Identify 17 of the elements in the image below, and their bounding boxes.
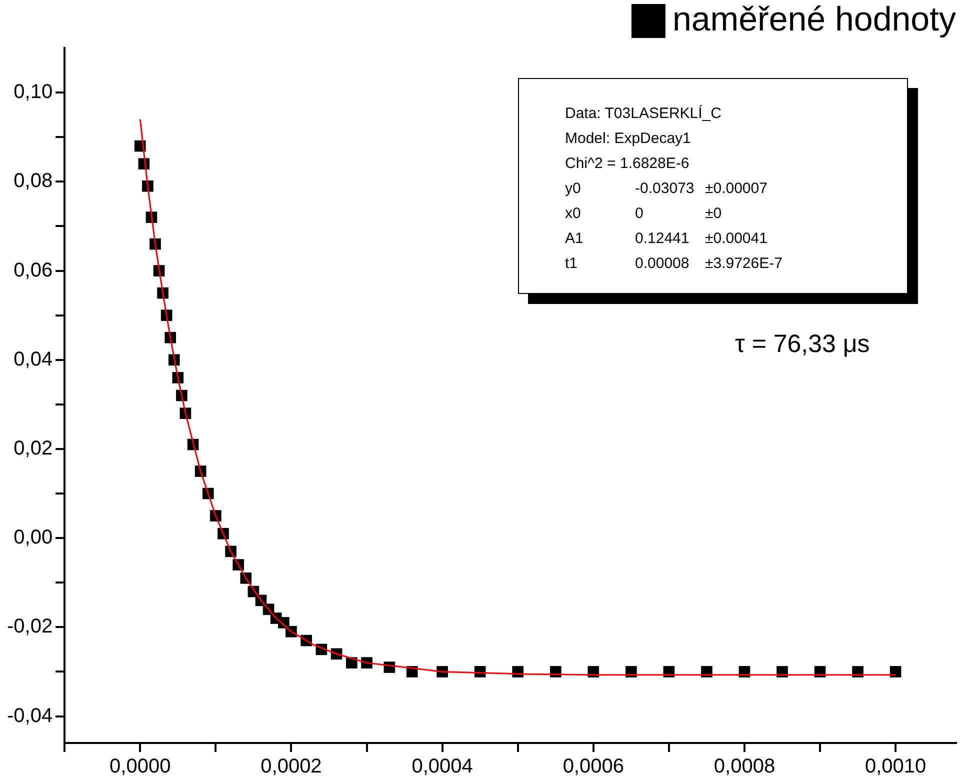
x-tick-label: 0,0006	[562, 756, 624, 778]
y-tick-label: 0,08	[14, 170, 53, 192]
y-tick-label: 0,10	[14, 81, 53, 104]
y-tick-label: 0,06	[14, 259, 53, 282]
x-tick-label: 0,0004	[412, 756, 473, 778]
y-tick-label: 0,02	[14, 437, 53, 460]
x-tick-label: 0,0010	[864, 756, 926, 778]
annotation: τ = 76,33 μs	[735, 330, 870, 359]
point	[890, 666, 902, 678]
x-tick-label: 0,0008	[714, 756, 776, 778]
x-tick-label: 0,0000	[110, 756, 171, 778]
legend-label: naměřené hodnoty	[672, 0, 956, 38]
y-tick-label: 0,00	[14, 526, 53, 549]
x-tick-label: 0,0002	[260, 756, 322, 778]
y-tick-label: -0,02	[6, 616, 53, 638]
y-tick-label: 0,04	[14, 348, 53, 370]
y-tick-label: -0,04	[6, 704, 53, 727]
